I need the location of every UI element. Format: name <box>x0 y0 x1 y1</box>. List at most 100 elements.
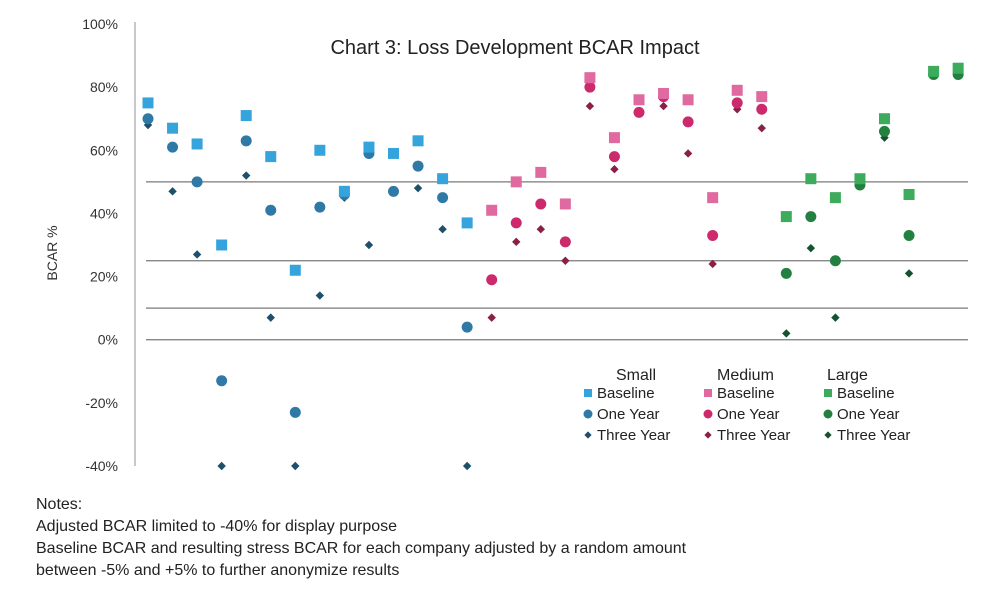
point-medium-baseline <box>756 91 768 103</box>
point-large-three-year <box>806 243 816 253</box>
legend-marker-icon <box>703 409 713 419</box>
point-large-one-year <box>829 255 841 267</box>
legend-marker-icon <box>583 409 593 419</box>
legend-marker-icon <box>704 389 712 397</box>
point-medium-three-year <box>512 237 521 247</box>
scatter-chart: Chart 3: Loss Development BCAR Impact -40… <box>44 16 968 474</box>
point-small-three-year <box>364 240 374 250</box>
legend-label-medium-three-year: Three Year <box>717 427 790 444</box>
point-small-three-year <box>413 183 423 193</box>
legend-marker-icon <box>824 389 832 397</box>
legend-marker-icon <box>584 431 592 439</box>
point-small-three-year <box>168 187 177 196</box>
point-small-baseline <box>216 239 228 251</box>
point-large-one-year <box>903 230 915 242</box>
point-small-baseline <box>461 217 473 229</box>
point-medium-three-year <box>536 225 545 234</box>
legend-marker-icon <box>584 389 592 397</box>
legend-label-large-one-year: One Year <box>837 406 900 423</box>
point-medium-three-year <box>610 165 619 174</box>
point-small-one-year <box>314 201 326 213</box>
point-medium-baseline <box>584 72 596 84</box>
y-tick-label: 40% <box>90 205 118 221</box>
point-small-three-year <box>266 313 275 322</box>
legend-label-medium-one-year: One Year <box>717 406 780 423</box>
point-small-one-year <box>191 176 203 188</box>
point-small-one-year <box>461 321 473 333</box>
point-small-three-year <box>291 461 300 471</box>
y-tick-label: 100% <box>82 16 118 32</box>
point-medium-one-year <box>559 236 571 248</box>
point-medium-one-year <box>682 116 694 128</box>
point-large-one-year <box>879 125 890 137</box>
point-medium-three-year <box>708 259 717 269</box>
point-large-three-year <box>904 269 914 278</box>
legend-label-large-baseline: Baseline <box>837 385 895 402</box>
point-large-baseline <box>805 173 817 185</box>
point-small-baseline <box>338 185 350 197</box>
point-medium-baseline <box>608 132 620 144</box>
point-medium-baseline <box>559 198 571 210</box>
point-small-baseline <box>191 138 203 150</box>
point-medium-one-year <box>756 103 768 115</box>
legend-label-medium-baseline: Baseline <box>717 385 775 402</box>
point-small-one-year <box>437 192 449 204</box>
point-medium-one-year <box>633 106 645 118</box>
point-small-baseline <box>240 110 252 122</box>
point-large-three-year <box>831 313 840 322</box>
point-small-one-year <box>289 406 301 418</box>
point-medium-one-year <box>510 217 522 229</box>
y-tick-label: 0% <box>98 332 118 348</box>
point-small-three-year <box>217 461 226 471</box>
point-small-baseline <box>289 264 301 276</box>
point-small-baseline <box>412 135 424 147</box>
point-small-three-year <box>242 171 251 180</box>
point-small-baseline <box>314 144 326 156</box>
point-medium-one-year <box>486 274 498 286</box>
point-medium-three-year <box>487 313 496 322</box>
point-medium-three-year <box>659 101 668 111</box>
point-medium-baseline <box>486 204 498 216</box>
point-medium-baseline <box>731 84 743 96</box>
point-large-baseline <box>829 192 841 204</box>
point-large-baseline <box>780 211 792 223</box>
point-medium-three-year <box>733 105 742 114</box>
y-tick-label: -20% <box>85 395 118 411</box>
legend-marker-icon <box>704 431 712 439</box>
notes-line-2: Baseline BCAR and resulting stress BCAR … <box>36 540 687 557</box>
legend-group-small: Small <box>616 367 656 384</box>
point-small-three-year <box>143 120 153 130</box>
point-medium-baseline <box>633 94 645 106</box>
point-large-baseline <box>952 62 964 74</box>
point-small-three-year <box>192 250 202 259</box>
point-medium-three-year <box>585 101 595 111</box>
point-small-three-year <box>315 291 325 300</box>
point-small-one-year <box>167 141 179 153</box>
point-small-three-year <box>462 461 472 471</box>
y-tick-label: 60% <box>90 142 118 158</box>
y-tick-label: 20% <box>90 269 118 285</box>
legend-group-large: Large <box>827 367 868 384</box>
point-medium-baseline <box>682 94 694 106</box>
point-medium-one-year <box>731 97 743 109</box>
point-medium-baseline <box>707 192 719 204</box>
point-medium-three-year <box>561 256 570 265</box>
point-small-one-year <box>142 113 154 125</box>
notes-heading: Notes: <box>36 496 83 513</box>
legend-group-medium: Medium <box>717 367 774 384</box>
y-tick-label: 80% <box>90 79 118 95</box>
point-large-one-year <box>805 211 817 223</box>
point-small-one-year <box>240 135 252 147</box>
point-small-baseline <box>437 173 449 185</box>
legend-label-large-three-year: Three Year <box>837 427 910 444</box>
point-small-one-year <box>412 160 424 172</box>
legend-label-small-baseline: Baseline <box>597 385 655 402</box>
point-medium-baseline <box>658 87 670 99</box>
point-medium-three-year <box>683 149 693 158</box>
point-large-baseline <box>903 188 915 200</box>
point-medium-three-year <box>757 123 766 133</box>
notes-line-3: between -5% and +5% to further anonymize… <box>36 562 400 579</box>
point-medium-baseline <box>510 176 522 188</box>
point-small-baseline <box>167 122 179 134</box>
